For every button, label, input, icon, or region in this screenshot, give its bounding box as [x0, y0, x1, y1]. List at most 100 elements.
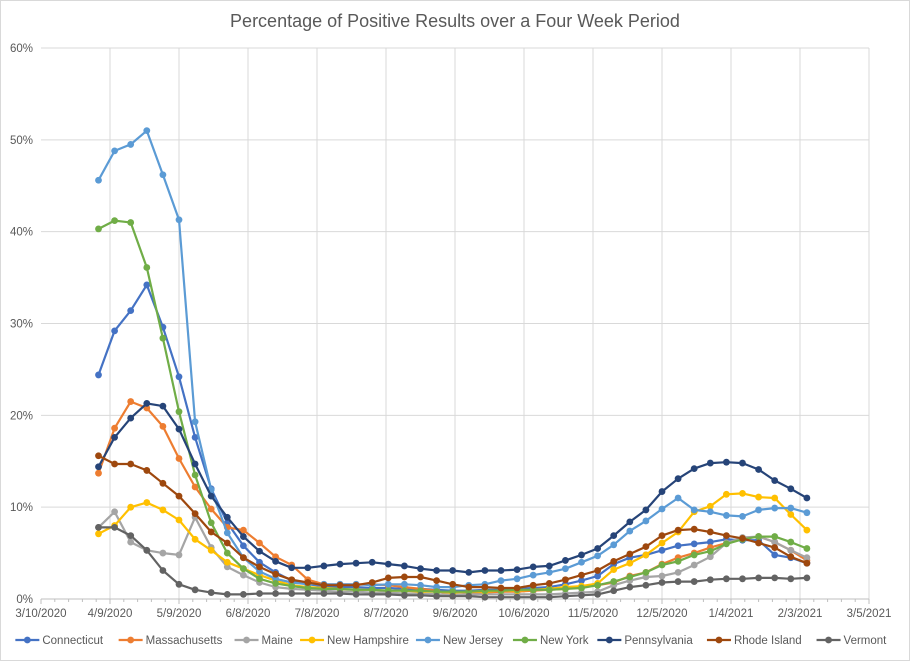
data-point — [175, 408, 183, 416]
data-point — [207, 519, 215, 527]
data-point — [352, 559, 360, 567]
data-point — [674, 557, 682, 565]
x-tick-label: 2/3/2021 — [778, 608, 823, 620]
data-point — [191, 460, 199, 468]
data-point — [803, 545, 811, 552]
chart-title: Percentage of Positive Results over a Fo… — [230, 11, 680, 31]
data-point — [610, 578, 618, 585]
data-point — [384, 591, 392, 598]
data-point — [256, 539, 263, 547]
data-point — [497, 593, 505, 601]
data-point — [674, 578, 682, 585]
legend-label: Vermont — [844, 635, 888, 647]
data-point — [207, 589, 215, 596]
data-point — [143, 399, 151, 407]
data-point — [690, 561, 698, 569]
data-point — [143, 467, 151, 474]
data-point — [175, 551, 183, 559]
data-point — [642, 517, 650, 525]
data-point — [127, 538, 135, 546]
data-point — [127, 414, 135, 422]
data-point — [723, 512, 730, 519]
data-point — [787, 538, 795, 546]
data-point — [417, 581, 424, 589]
legend-item: Maine — [234, 635, 293, 647]
data-point — [497, 584, 505, 592]
data-point — [706, 459, 714, 467]
data-point — [562, 585, 569, 593]
data-point — [159, 402, 167, 410]
legend-marker-icon — [825, 636, 832, 644]
data-point — [449, 580, 457, 588]
data-point — [497, 567, 505, 574]
legend-marker-icon — [243, 636, 250, 644]
legend-item: Vermont — [816, 635, 888, 647]
data-point — [562, 576, 569, 584]
data-point — [626, 550, 634, 558]
data-point — [513, 584, 521, 592]
data-point — [529, 581, 537, 589]
data-point — [739, 459, 746, 467]
data-point — [529, 571, 537, 579]
data-point — [610, 532, 618, 540]
data-point — [771, 494, 779, 502]
data-point — [223, 513, 231, 521]
data-point — [706, 538, 714, 546]
data-point — [223, 591, 231, 598]
data-point — [143, 264, 151, 271]
data-point — [771, 574, 779, 582]
data-point — [545, 562, 553, 570]
legend-item: Massachusetts — [118, 635, 223, 647]
data-point — [95, 463, 102, 471]
data-point — [626, 583, 634, 591]
data-point — [304, 579, 312, 586]
data-point — [256, 563, 263, 571]
data-point — [562, 565, 569, 573]
x-tick-label: 1/4/2021 — [709, 608, 754, 620]
data-point — [755, 506, 762, 514]
data-point — [223, 529, 231, 537]
legend-marker-icon — [521, 636, 529, 644]
data-point — [240, 526, 247, 534]
legend-item: New York — [512, 635, 589, 647]
data-point — [401, 580, 408, 588]
legend-item: Connecticut — [15, 635, 104, 647]
data-point — [256, 575, 263, 583]
data-point — [771, 538, 779, 546]
data-point — [771, 504, 779, 512]
data-point — [578, 584, 585, 592]
data-point — [658, 572, 666, 580]
legend-label: New York — [540, 635, 589, 647]
data-point — [562, 557, 569, 564]
data-point — [594, 567, 601, 574]
data-point — [207, 505, 215, 513]
data-point — [143, 281, 151, 289]
data-point — [159, 479, 167, 487]
data-point — [803, 509, 811, 517]
data-point — [658, 539, 666, 547]
data-point — [159, 334, 167, 342]
data-point — [288, 590, 296, 597]
data-point — [111, 460, 118, 468]
data-point — [336, 590, 344, 597]
data-point — [529, 593, 537, 601]
data-point — [690, 506, 698, 514]
data-point — [626, 559, 634, 567]
data-point — [175, 580, 183, 588]
data-point — [642, 506, 650, 514]
axes: 0% 10% 20% 30% 40% 50% 60% 3/10/2020 4/9/2020 5/9… — [10, 43, 891, 620]
data-point — [723, 575, 730, 583]
data-point — [191, 510, 199, 517]
data-point — [401, 562, 408, 570]
data-point — [384, 574, 392, 582]
data-point — [159, 567, 167, 574]
data-point — [288, 576, 296, 584]
x-tick-label: 11/5/2020 — [568, 608, 618, 620]
y-tick-label: 50% — [10, 135, 33, 147]
data-point — [143, 499, 151, 506]
data-point — [513, 593, 521, 601]
data-point — [95, 523, 102, 531]
data-point — [545, 586, 553, 594]
data-point — [594, 552, 601, 560]
